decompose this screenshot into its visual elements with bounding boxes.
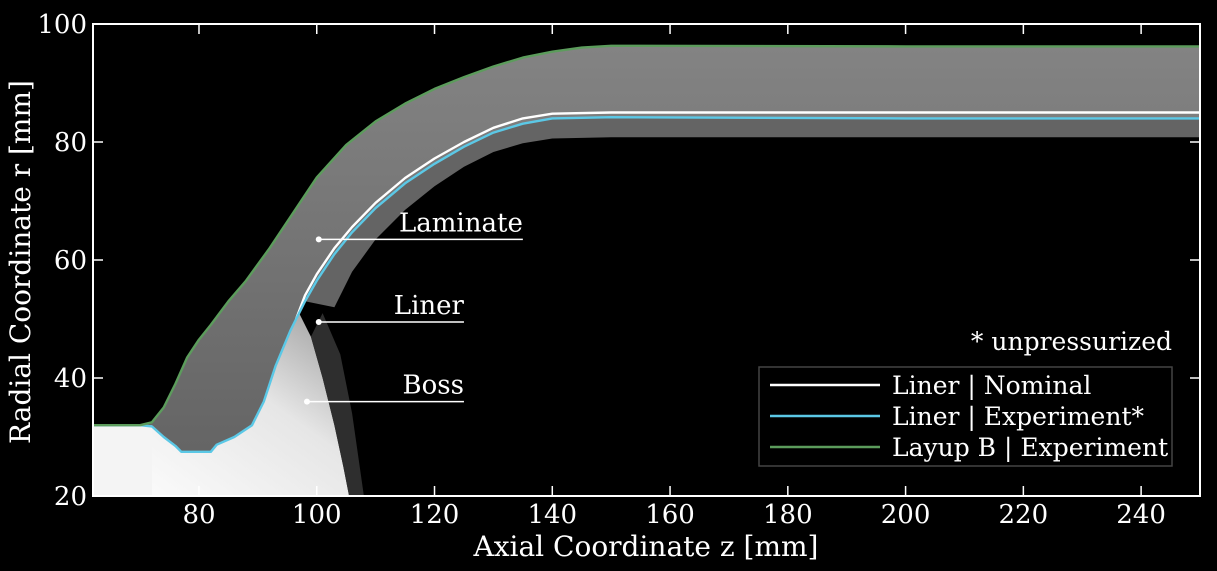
x-tick-label: 80 <box>182 500 215 530</box>
y-tick-label: 60 <box>54 246 87 276</box>
series-layer <box>93 44 1200 453</box>
ticks-layer: 80 100 120 140 160 180 200 220 240 20 40 60 80 100 <box>37 10 1200 530</box>
legend-label-0: Liner | Nominal <box>892 371 1091 401</box>
legend-label-1: Liner | Experiment* <box>892 402 1145 432</box>
annotation-label-boss: Boss <box>403 371 464 401</box>
boss-neck-region <box>310 313 364 496</box>
x-tick-label: 200 <box>881 500 931 530</box>
y-tick-label: 20 <box>54 482 87 512</box>
series-line-2 <box>93 44 1200 427</box>
x-tick-label: 240 <box>1116 500 1166 530</box>
x-tick-label: 120 <box>410 500 460 530</box>
x-tick-label: 160 <box>645 500 695 530</box>
x-tick-label: 100 <box>292 500 342 530</box>
series-line-1 <box>93 116 1200 453</box>
annotation-label-laminate: Laminate <box>399 208 523 238</box>
series-line-0 <box>294 111 1200 320</box>
x-tick-label: 140 <box>527 500 577 530</box>
legend-label-2: Layup B | Experiment <box>892 433 1168 463</box>
boss-flange-region <box>93 425 152 496</box>
y-tick-label: 40 <box>54 364 87 394</box>
annotation-label-liner: Liner <box>394 291 465 321</box>
boss-region <box>93 313 350 496</box>
inner-shell-region <box>305 117 1200 308</box>
x-tick-label: 220 <box>999 500 1049 530</box>
laminate-region <box>93 45 1200 452</box>
x-axis-title: Axial Coordinate z [mm] <box>473 530 819 563</box>
ct-background <box>93 24 1200 496</box>
x-tick-label: 180 <box>763 500 813 530</box>
annotations: Laminate Liner Boss <box>303 208 523 405</box>
y-tick-label: 80 <box>54 128 87 158</box>
unpressurized-note: * unpressurized <box>971 327 1172 356</box>
y-axis-title: Radial Coordinate r [mm] <box>4 80 37 444</box>
y-tick-label: 100 <box>37 10 87 40</box>
